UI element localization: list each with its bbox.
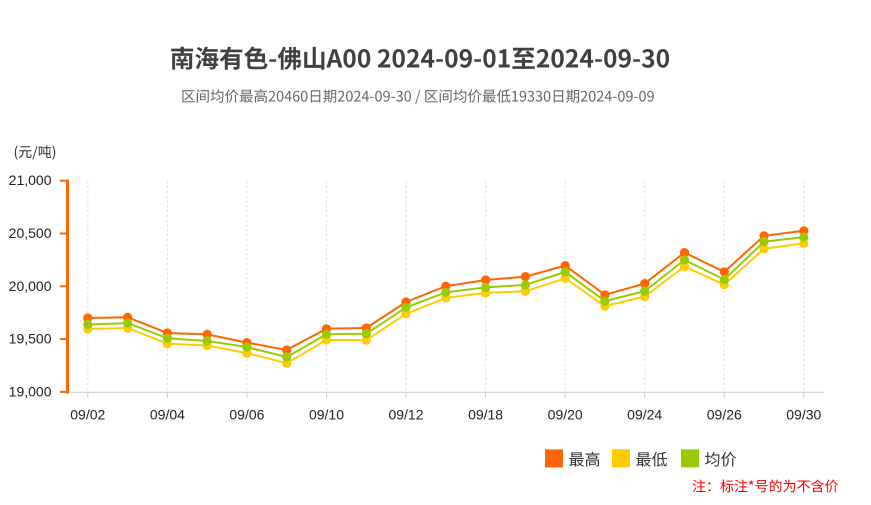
svg-text:20,000: 20,000 <box>9 278 52 294</box>
svg-text:09/20: 09/20 <box>548 407 583 423</box>
svg-text:09/04: 09/04 <box>150 407 185 423</box>
svg-text:09/02: 09/02 <box>70 407 105 423</box>
svg-text:20,500: 20,500 <box>9 225 52 241</box>
svg-text:09/24: 09/24 <box>627 407 662 423</box>
svg-text:19,500: 19,500 <box>9 331 52 347</box>
svg-text:09/12: 09/12 <box>388 407 423 423</box>
svg-text:21,000: 21,000 <box>9 172 52 188</box>
svg-text:09/10: 09/10 <box>309 407 344 423</box>
svg-text:09/30: 09/30 <box>786 407 821 423</box>
svg-text:09/06: 09/06 <box>229 407 264 423</box>
svg-text:09/26: 09/26 <box>707 407 742 423</box>
svg-text:09/18: 09/18 <box>468 407 503 423</box>
svg-text:19,000: 19,000 <box>9 383 52 399</box>
